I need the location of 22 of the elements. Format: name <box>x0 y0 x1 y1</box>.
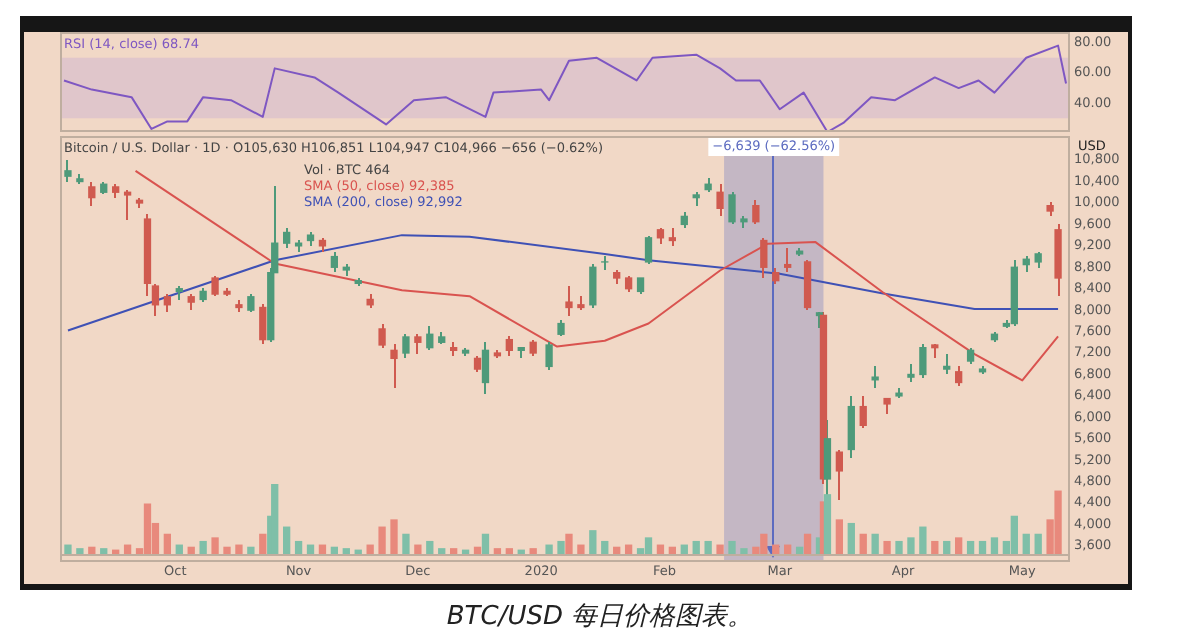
bar <box>871 533 879 556</box>
bar <box>1010 515 1018 556</box>
bar <box>199 540 207 556</box>
bar <box>211 537 219 556</box>
bar <box>390 519 398 556</box>
bar <box>143 503 152 556</box>
bar <box>728 540 736 556</box>
bar <box>895 540 903 556</box>
bar <box>883 540 891 556</box>
bar <box>271 484 279 556</box>
bar <box>704 540 712 556</box>
bar <box>1054 490 1062 556</box>
bar <box>835 519 844 556</box>
bar <box>907 537 915 556</box>
bar <box>557 540 565 556</box>
text: BTC/USD 每日价格图表。 <box>444 600 756 634</box>
bar <box>823 494 832 556</box>
bar <box>919 526 927 556</box>
bar <box>402 533 410 556</box>
bar <box>565 533 573 556</box>
bar <box>378 526 386 556</box>
bar <box>847 522 855 556</box>
